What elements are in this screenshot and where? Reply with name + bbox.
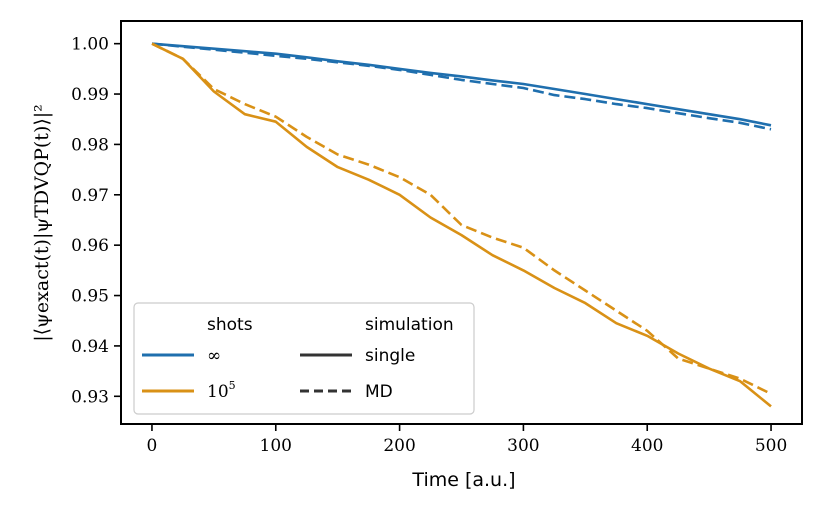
legend-label-1e5-base: 10 xyxy=(207,382,229,402)
x-tick-label: 300 xyxy=(507,436,539,456)
y-tick-label: 0.95 xyxy=(71,287,109,307)
legend-simulation-title: simulation xyxy=(365,315,454,335)
y-tick-label: 0.98 xyxy=(71,135,109,155)
x-axis-label: Time [a.u.] xyxy=(411,469,515,491)
legend-label-1e5: 105 xyxy=(207,379,236,402)
legend-label-md: MD xyxy=(365,382,393,402)
y-tick-label: 0.96 xyxy=(71,236,109,256)
series-line-1 xyxy=(151,42,772,131)
series-line-3 xyxy=(151,42,772,395)
x-tick-label: 500 xyxy=(755,436,787,456)
y-tick-label: 0.99 xyxy=(71,85,109,105)
legend-label-single: single xyxy=(365,346,415,366)
x-tick-label: 100 xyxy=(260,436,292,456)
x-tick-label: 400 xyxy=(631,436,663,456)
series-line-0 xyxy=(151,42,772,127)
axes-frame xyxy=(120,20,803,425)
legend: shots simulation ∞ 105 single MD xyxy=(133,302,475,415)
x-tick-label: 0 xyxy=(147,436,158,456)
y-tick-label: 0.97 xyxy=(71,186,109,206)
legend-label-infinity: ∞ xyxy=(207,346,221,366)
y-tick-label: 1.00 xyxy=(71,35,109,55)
legend-label-1e5-exp: 5 xyxy=(229,379,236,392)
series-layer xyxy=(151,42,772,408)
y-tick-label: 0.93 xyxy=(71,387,109,407)
series-line-2 xyxy=(151,42,772,408)
legend-shots-title: shots xyxy=(207,315,253,335)
x-tick-label: 200 xyxy=(383,436,415,456)
axes-layer: 0 100 200 300 400 500 0.93 0.94 0.95 0.96 0.97 0.98… xyxy=(71,20,803,456)
y-tick-label: 0.94 xyxy=(71,337,109,357)
y-axis-label: |⟨ψexact(t)|ψTDVQP(t)⟩|² xyxy=(31,104,53,342)
legend-frame xyxy=(133,302,475,415)
